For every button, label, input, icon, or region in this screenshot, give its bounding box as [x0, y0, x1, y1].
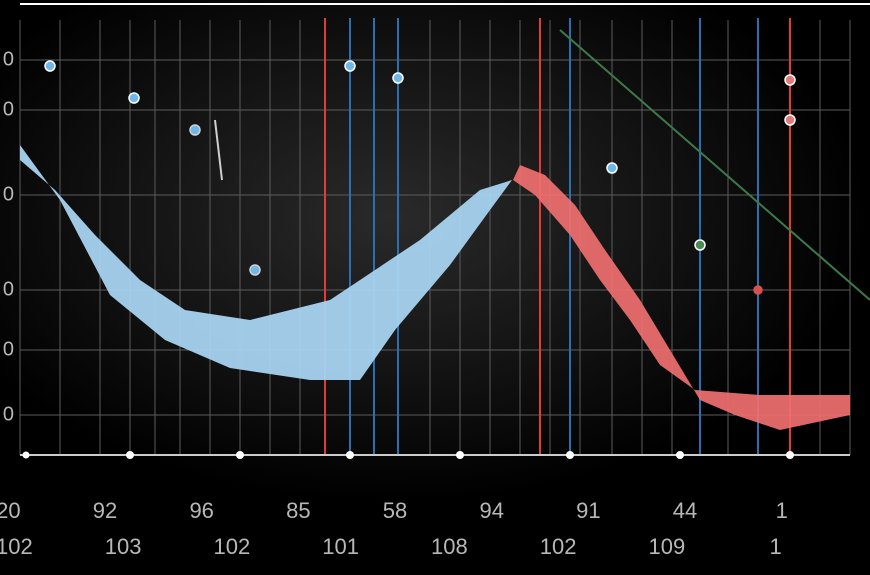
x-axis-label: 1 [721, 534, 830, 560]
x-axis-label: 94 [443, 498, 540, 524]
x-axis-label: 102 [178, 534, 287, 560]
y-axis-label: 0 [0, 99, 14, 122]
x-label-row: 1021031021011081021091 [0, 534, 830, 560]
x-axis-label: 101 [286, 534, 395, 560]
x-axis-label: 58 [347, 498, 444, 524]
chart-container: 209296855894914411021031021011081021091 … [0, 0, 870, 570]
y-axis-label: 0 [0, 279, 14, 302]
x-axis-label: 108 [395, 534, 504, 560]
x-axis-label: 103 [69, 534, 178, 560]
x-axis-label: 96 [153, 498, 250, 524]
y-axis-label: 0 [0, 49, 14, 72]
y-axis-label: 0 [0, 184, 14, 207]
x-axis-label: 91 [540, 498, 637, 524]
x-axis-label: 1 [733, 498, 830, 524]
y-axis-label: 0 [0, 404, 14, 427]
x-axis-label: 109 [613, 534, 722, 560]
x-axis-labels: 209296855894914411021031021011081021091 [0, 0, 870, 570]
x-axis-label: 102 [504, 534, 613, 560]
x-axis-label: 44 [637, 498, 734, 524]
y-axis-labels: 0 0 0 0 0 0 [0, 0, 14, 570]
x-axis-label: 92 [57, 498, 154, 524]
y-axis-label: 0 [0, 339, 14, 362]
x-label-row: 20929685589491441 [0, 498, 830, 524]
x-axis-label: 85 [250, 498, 347, 524]
